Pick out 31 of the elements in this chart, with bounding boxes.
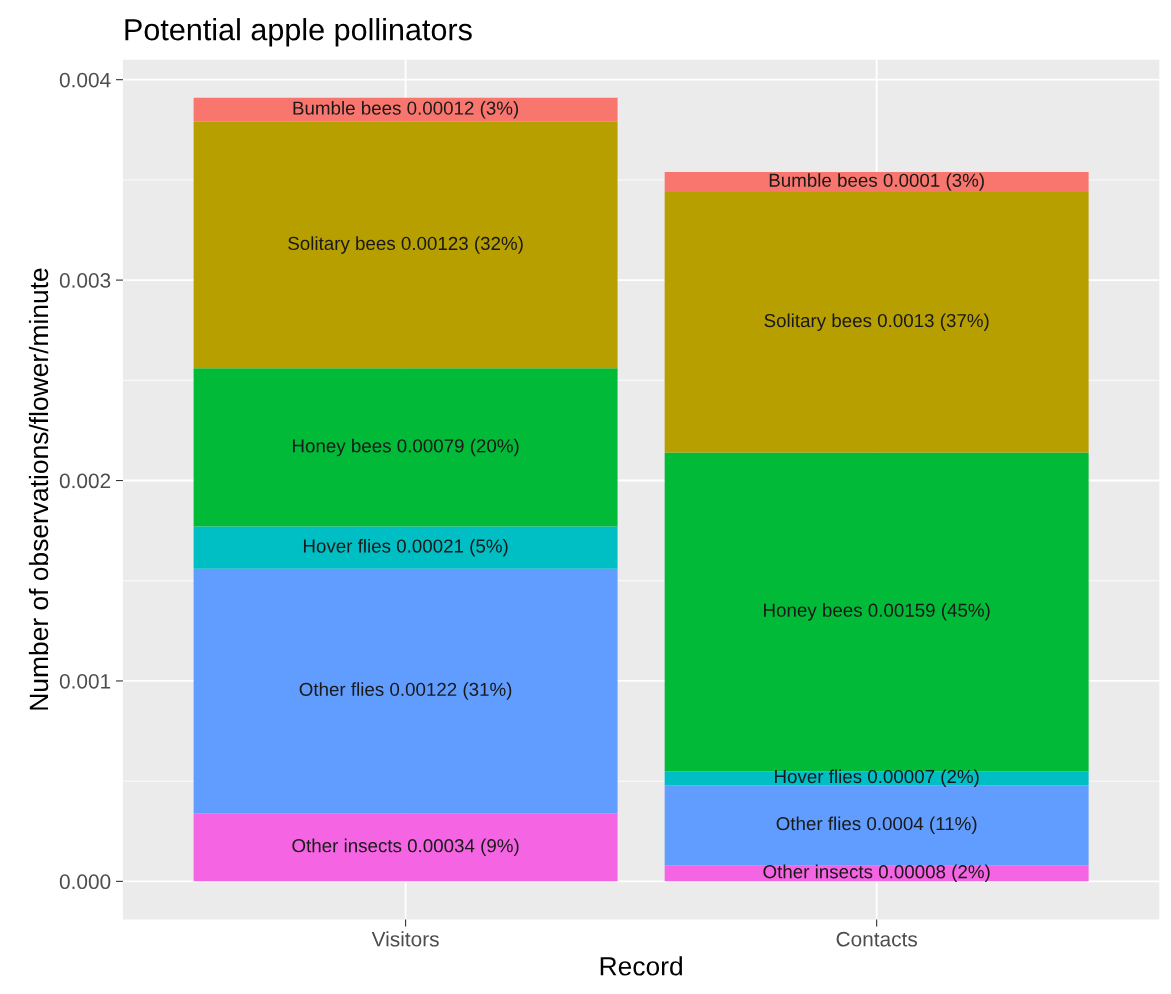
y-tick-label: 0.002 [59, 473, 111, 489]
bar [193, 526, 618, 569]
data-label: Hover flies 0.00021 (5%) [303, 538, 508, 557]
bar [664, 171, 1089, 192]
bar [193, 568, 618, 814]
bar [193, 97, 618, 122]
data-label: Bumble bees 0.00012 (3%) [293, 101, 519, 119]
y-tick-label: 0.003 [59, 273, 111, 288]
x-tick-label: Contacts [836, 931, 918, 947]
data-label: Solitary bees 0.0013 (37%) [764, 313, 989, 331]
data-label: Other insects 0.00008 (2%) [763, 864, 990, 883]
x-axis-title: Record [600, 956, 682, 976]
data-label: Solitary bees 0.00123 (32%) [288, 236, 523, 254]
bar [664, 785, 1089, 866]
data-label: Other insects 0.00034 (9%) [292, 838, 519, 857]
data-label: Other flies 0.00122 (31%) [299, 682, 512, 700]
x-tick-label: Visitors [371, 931, 439, 947]
bar [193, 813, 618, 882]
bar [193, 368, 618, 527]
data-label: Bumble bees 0.0001 (3%) [769, 173, 984, 191]
bar [664, 191, 1089, 453]
bar [193, 121, 618, 369]
y-tick-label: 0.001 [59, 673, 111, 689]
y-axis-title: Number of observations/flower/minute [28, 268, 49, 710]
data-label: Honey bees 0.00159 (45%) [764, 603, 990, 621]
y-tick-label: 0.000 [59, 874, 111, 890]
chart-title: Potential apple pollinators [125, 18, 472, 47]
data-label: Other flies 0.0004 (11%) [776, 816, 977, 834]
data-label: Hover flies 0.00007 (2%) [775, 769, 979, 787]
data-label: Honey bees 0.00079 (20%) [293, 438, 519, 457]
y-tick-label: 0.004 [59, 72, 111, 88]
